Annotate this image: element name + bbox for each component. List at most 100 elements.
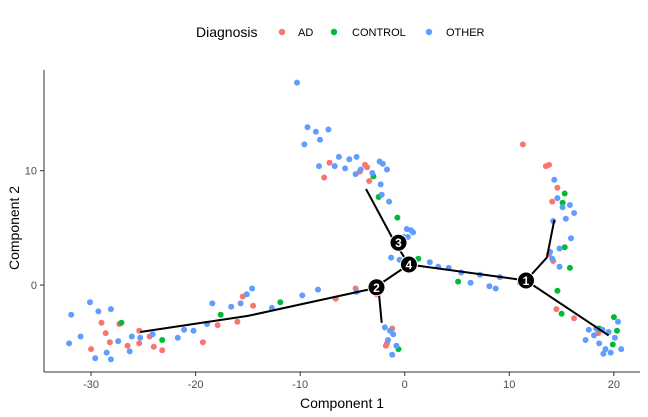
point-ad: [519, 141, 526, 148]
point-control: [559, 199, 566, 206]
point-other: [126, 348, 133, 355]
point-ad: [102, 330, 109, 337]
point-other: [426, 259, 433, 266]
legend-title: Diagnosis: [196, 24, 257, 40]
point-other: [378, 191, 385, 198]
y-axis-title: Component 2: [6, 186, 22, 270]
point-other: [607, 349, 614, 356]
point-other: [66, 340, 73, 347]
point-other: [312, 128, 319, 135]
legend-key-control: [330, 28, 338, 36]
point-other: [352, 171, 359, 178]
point-other: [591, 332, 597, 339]
point-ad: [150, 343, 157, 350]
trajectory-node-label: 3: [395, 236, 402, 250]
point-control: [217, 311, 224, 318]
point-other: [128, 333, 135, 340]
trajectory-node-4: [399, 255, 418, 274]
trajectory-node-3: [389, 233, 408, 252]
point-other: [181, 326, 188, 333]
point-other: [377, 181, 384, 188]
point-other: [190, 327, 197, 334]
legend-key-other: [425, 28, 433, 36]
x-tick-label: 10: [503, 379, 515, 391]
point-ad: [199, 339, 206, 346]
point-other: [556, 263, 563, 270]
x-tick-label: 20: [608, 379, 620, 391]
legend-label-control: CONTROL: [352, 27, 406, 39]
point-other: [304, 124, 311, 131]
trajectory-branch: [140, 263, 410, 333]
trajectory-nodes: 1 2 34: [367, 233, 535, 297]
point-ad: [106, 339, 113, 346]
trajectory-node-label: 1: [523, 274, 530, 288]
point-other: [467, 279, 474, 286]
point-other: [585, 326, 592, 333]
point-other: [562, 215, 569, 222]
point-other: [596, 340, 603, 347]
point-other: [107, 356, 114, 363]
point-other: [77, 333, 84, 340]
point-other: [353, 153, 360, 160]
trajectory-node-1: [517, 271, 535, 290]
legend-label-other: OTHER: [446, 27, 485, 39]
point-other: [554, 195, 561, 202]
point-other: [568, 235, 574, 242]
point-control: [558, 310, 565, 317]
point-other: [342, 165, 349, 172]
point-ad: [136, 327, 143, 334]
point-other: [174, 334, 181, 341]
x-axis-title: Component 1: [300, 395, 384, 411]
trajectory-branch: [525, 219, 556, 282]
point-other: [384, 166, 390, 173]
point-ad: [234, 318, 241, 325]
x-tick-label: -10: [292, 379, 308, 391]
point-other: [556, 245, 563, 252]
point-other: [92, 355, 99, 362]
point-other: [379, 160, 386, 167]
point-other: [237, 300, 244, 307]
point-other: [149, 331, 156, 338]
x-tick-label: -30: [83, 379, 99, 391]
point-other: [228, 303, 235, 310]
point-other: [317, 136, 323, 143]
point-other: [611, 334, 618, 341]
trajectory: [140, 188, 610, 337]
point-ad: [88, 346, 95, 353]
point-other: [602, 346, 609, 353]
data-points: [66, 79, 625, 363]
point-other: [103, 349, 110, 356]
point-other: [107, 306, 114, 313]
point-other: [357, 166, 364, 173]
point-other: [243, 291, 250, 298]
point-other: [388, 254, 395, 261]
y-tick-label: 0: [31, 280, 37, 292]
point-other: [209, 300, 216, 307]
point-ad: [124, 342, 131, 349]
point-other: [582, 337, 589, 343]
point-other: [387, 327, 394, 334]
trajectory-node-2: [367, 278, 386, 297]
point-control: [614, 327, 620, 334]
point-ad: [549, 198, 556, 205]
y-tick-label: 10: [25, 166, 37, 178]
point-other: [346, 156, 353, 163]
point-ad: [554, 184, 561, 191]
point-ad: [571, 315, 578, 322]
point-control: [159, 337, 166, 343]
point-other: [115, 338, 122, 345]
point-ad: [546, 161, 552, 168]
point-control: [561, 244, 568, 251]
point-other: [389, 351, 396, 358]
trajectory-node-label: 4: [406, 258, 413, 272]
point-other: [68, 311, 75, 318]
point-other: [571, 210, 578, 216]
point-other: [299, 292, 306, 299]
point-other: [369, 170, 376, 176]
point-other: [386, 198, 393, 205]
point-other: [618, 346, 625, 353]
point-other: [95, 308, 102, 315]
point-other: [566, 202, 573, 208]
point-other: [381, 324, 388, 331]
